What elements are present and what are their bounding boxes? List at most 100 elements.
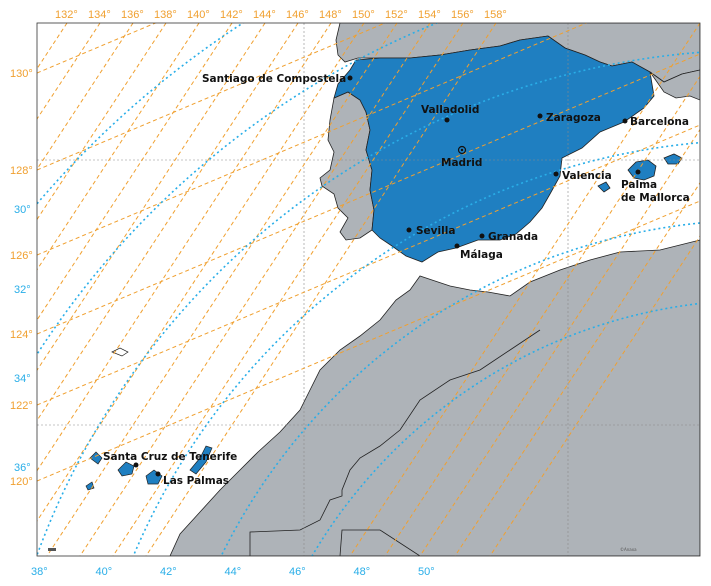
palma-label-1: Palma xyxy=(621,179,657,191)
bottom-tick-label: 44° xyxy=(225,566,242,578)
orange-parallel-line xyxy=(37,124,700,406)
top-tick-label: 132° xyxy=(55,9,78,21)
orange-meridian-line xyxy=(37,23,299,422)
top-tick-label: 150° xyxy=(352,9,375,21)
valencia-label: Valencia xyxy=(562,170,612,182)
orange-meridian-line xyxy=(79,23,431,556)
land-menorca xyxy=(663,153,683,165)
orange-meridian-line xyxy=(384,75,700,556)
land-africa xyxy=(169,239,700,556)
top-tick-label: 158° xyxy=(484,9,507,21)
orange-meridian-line xyxy=(37,23,266,372)
top-tick-label: 146° xyxy=(286,9,309,21)
tenerife-label: Santa Cruz de Tenerife xyxy=(103,451,237,463)
left-orange-tick-label: 128° xyxy=(10,165,33,177)
laspalmas-label: Las Palmas xyxy=(163,475,229,487)
orange-parallel-line xyxy=(37,23,588,256)
palma-dot[interactable] xyxy=(635,169,641,175)
orange-meridian-line xyxy=(145,23,497,556)
orange-meridian-line xyxy=(112,23,464,556)
bottom-tick-label: 50° xyxy=(418,566,435,578)
orange-meridian-line xyxy=(37,23,167,221)
madrid-label: Madrid xyxy=(441,157,482,169)
madrid-center-dot xyxy=(460,148,464,152)
bottom-tick-labels: 38° 40° 42° 44° 46° 48° 50° xyxy=(31,566,435,578)
orange-parallel-line xyxy=(37,23,157,74)
land-madeira xyxy=(111,347,129,357)
granada-dot[interactable] xyxy=(479,233,485,239)
orange-meridian-line xyxy=(37,23,134,171)
left-blue-tick-label: 32° xyxy=(14,284,31,296)
border-lines xyxy=(249,329,541,556)
top-tick-label: 156° xyxy=(451,9,474,21)
top-tick-label: 154° xyxy=(418,9,441,21)
bottom-tick-label: 38° xyxy=(31,566,48,578)
tenerife-dot[interactable] xyxy=(133,462,139,468)
orange-meridian-line xyxy=(37,23,101,120)
top-tick-label: 136° xyxy=(121,9,144,21)
orange-parallel-line xyxy=(37,53,700,335)
top-tick-labels: 132° 134° 136° 138° 140° 142° 144° 146° 148° 150°… xyxy=(55,9,507,21)
left-orange-tick-label: 126° xyxy=(10,250,33,262)
granada-label: Granada xyxy=(488,231,538,243)
land-canary-1 xyxy=(89,451,103,465)
zaragoza-label: Zaragoza xyxy=(546,112,601,124)
malaga-dot[interactable] xyxy=(454,243,460,249)
santiago-dot[interactable] xyxy=(347,75,353,81)
left-orange-tick-label: 120° xyxy=(10,476,33,488)
left-orange-tick-labels: 130° 128° 126° 124° 122° 120° xyxy=(10,68,33,488)
land-canary-2 xyxy=(117,461,135,477)
bottom-tick-label: 46° xyxy=(289,566,306,578)
scale-mark xyxy=(48,548,56,551)
malaga-label: Málaga xyxy=(460,249,503,261)
orange-meridian-line xyxy=(489,235,700,556)
left-orange-tick-label: 124° xyxy=(10,329,33,341)
top-tick-label: 142° xyxy=(220,9,243,21)
left-orange-tick-label: 122° xyxy=(10,400,33,412)
land-mallorca xyxy=(627,159,657,181)
orange-meridian-line xyxy=(46,23,398,556)
bottom-tick-label: 40° xyxy=(96,566,113,578)
bottom-tick-label: 42° xyxy=(160,566,177,578)
left-blue-tick-label: 36° xyxy=(14,462,31,474)
land-ibiza xyxy=(597,181,611,193)
left-blue-tick-labels: 30° 32° 34° 36° xyxy=(14,204,31,474)
credit-text: ©Anaxa xyxy=(620,547,637,552)
sevilla-label: Sevilla xyxy=(416,225,455,237)
orange-meridian-line xyxy=(349,23,700,556)
land-canary-4 xyxy=(189,445,213,475)
land-italy xyxy=(649,69,700,101)
madrid-marker[interactable] xyxy=(457,145,467,155)
land-spain xyxy=(333,35,655,263)
orange-parallel-line xyxy=(37,200,700,482)
laspalmas-dot[interactable] xyxy=(155,471,161,477)
top-tick-label: 138° xyxy=(154,9,177,21)
left-blue-tick-label: 34° xyxy=(14,373,31,385)
orange-parallel-line xyxy=(37,23,387,171)
border-lines-2 xyxy=(339,529,421,556)
valladolid-label: Valladolid xyxy=(421,104,479,116)
top-tick-label: 134° xyxy=(88,9,111,21)
zaragoza-dot[interactable] xyxy=(537,113,543,119)
top-tick-label: 152° xyxy=(385,9,408,21)
top-tick-label: 148° xyxy=(319,9,342,21)
bottom-tick-label: 48° xyxy=(354,566,371,578)
orange-meridian-line xyxy=(37,23,200,271)
valladolid-dot[interactable] xyxy=(444,117,450,123)
orange-meridian-line xyxy=(37,23,332,472)
cities-layer: Santiago de Compostela Valladolid Zarago… xyxy=(103,73,690,487)
santiago-label: Santiago de Compostela xyxy=(202,73,346,85)
map-frame xyxy=(36,22,701,557)
palma-label-2: de Mallorca xyxy=(621,192,690,204)
top-tick-label: 140° xyxy=(187,9,210,21)
left-blue-tick-label: 30° xyxy=(14,204,31,216)
barcelona-dot[interactable] xyxy=(622,118,628,124)
top-tick-label: 144° xyxy=(253,9,276,21)
grid-orange-lines xyxy=(37,23,700,556)
left-orange-tick-label: 130° xyxy=(10,68,33,80)
sevilla-dot[interactable] xyxy=(406,227,412,233)
orange-meridian-line xyxy=(419,128,700,556)
valencia-dot[interactable] xyxy=(553,171,559,177)
